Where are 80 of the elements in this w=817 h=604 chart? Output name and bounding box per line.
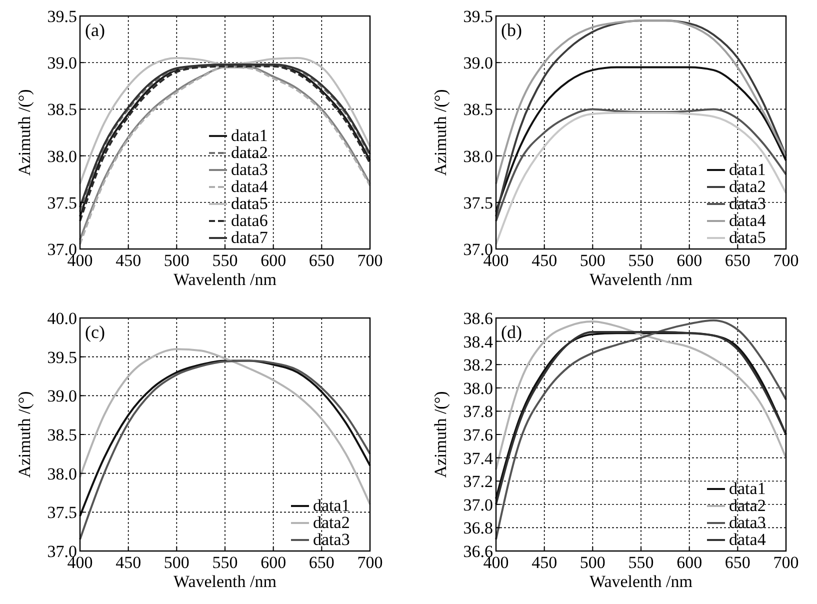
y-tick-label: 37.0 [463, 495, 493, 514]
legend-label: data1 [313, 496, 350, 515]
x-tick-label: 700 [773, 251, 799, 270]
x-tick-label: 450 [532, 553, 558, 572]
x-tick-label: 600 [260, 553, 286, 572]
x-tick-label: 600 [676, 251, 702, 270]
legend-label: data2 [231, 143, 268, 162]
y-tick-label: 39.5 [47, 7, 77, 26]
legend-label: data3 [729, 194, 766, 213]
legend-label: data1 [729, 160, 766, 179]
y-axis-title: Azimuth /(°) [431, 89, 450, 176]
x-tick-label: 550 [628, 251, 654, 270]
x-tick-label: 500 [580, 553, 606, 572]
legend-label: data4 [729, 530, 766, 549]
y-tick-label: 37.5 [47, 503, 77, 522]
x-tick-label: 700 [357, 251, 383, 270]
x-tick-label: 650 [308, 251, 334, 270]
legend-label: data1 [231, 126, 268, 145]
legend-label: data2 [729, 177, 766, 196]
y-tick-label: 38.0 [463, 146, 493, 166]
legend-label: data3 [231, 160, 268, 179]
legend-label: data4 [231, 177, 268, 196]
y-tick-label: 37.8 [463, 402, 493, 422]
y-tick-label: 39.0 [463, 54, 493, 73]
x-tick-label: 650 [724, 553, 750, 572]
x-axis-title: Wavelenth /nm [174, 572, 276, 591]
legend-label: data7 [231, 228, 268, 247]
y-tick-label: 39.0 [47, 386, 77, 406]
x-tick-label: 600 [260, 251, 286, 270]
y-tick-label: 39.5 [47, 348, 77, 367]
y-tick-label: 37.2 [463, 472, 493, 492]
y-tick-label: 38.5 [47, 100, 77, 120]
x-axis-title: Wavelenth /nm [590, 572, 692, 591]
x-tick-label: 450 [116, 251, 142, 270]
y-tick-label: 38.0 [463, 378, 493, 398]
x-tick-label: 700 [357, 553, 383, 572]
y-tick-label: 36.8 [463, 518, 493, 538]
legend-label: data1 [729, 479, 766, 498]
legend-label: data2 [729, 496, 766, 515]
y-tick-label: 38.5 [47, 426, 77, 444]
y-tick-label: 38.0 [47, 464, 77, 484]
y-tick-label: 39.0 [47, 54, 77, 73]
legend-label: data5 [729, 228, 766, 247]
x-tick-label: 450 [116, 553, 142, 572]
legend-label: data2 [313, 513, 350, 532]
x-axis-title: Wavelenth /nm [590, 270, 692, 289]
annotation: (b) [501, 20, 522, 40]
y-tick-label: 38.4 [463, 332, 494, 352]
x-tick-label: 600 [676, 553, 702, 572]
y-axis-title: Azimuth /(°) [15, 89, 34, 176]
x-tick-label: 650 [724, 251, 750, 270]
y-tick-label: 37.5 [47, 193, 77, 212]
annotation: (c) [85, 322, 105, 342]
y-axis-title: Azimuth /(°) [431, 391, 450, 478]
annotation: (d) [501, 322, 522, 342]
y-tick-label: 37.6 [463, 426, 493, 444]
legend-label: data5 [231, 194, 268, 213]
x-tick-label: 500 [164, 251, 190, 270]
x-tick-label: 700 [773, 553, 799, 572]
y-tick-label: 38.0 [47, 146, 77, 166]
x-tick-label: 550 [212, 251, 238, 270]
y-tick-label: 40.0 [47, 309, 77, 328]
annotation: (a) [85, 20, 105, 40]
x-tick-label: 550 [628, 553, 654, 572]
y-tick-label: 37.4 [463, 448, 494, 468]
x-tick-label: 650 [308, 553, 334, 572]
x-tick-label: 450 [532, 251, 558, 270]
x-tick-label: 500 [580, 251, 606, 270]
legend-label: data4 [729, 211, 766, 230]
y-tick-label: 38.6 [463, 309, 493, 328]
legend-label: data3 [313, 530, 350, 549]
legend-label: data6 [231, 211, 268, 230]
y-tick-label: 38.5 [463, 100, 493, 120]
y-tick-label: 38.2 [463, 356, 493, 375]
x-tick-label: 500 [164, 553, 190, 572]
x-tick-label: 550 [212, 553, 238, 572]
y-axis-title: Azimuth /(°) [15, 391, 34, 478]
y-tick-label: 39.5 [463, 7, 493, 26]
x-axis-title: Wavelenth /nm [174, 270, 276, 289]
y-tick-label: 37.5 [463, 193, 493, 212]
